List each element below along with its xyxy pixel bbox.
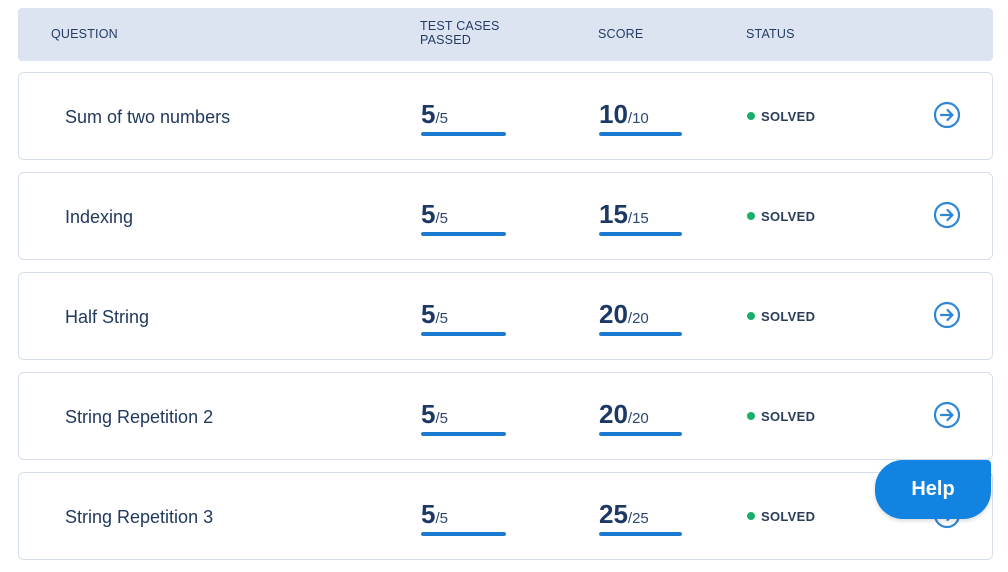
test-cases-metric: 5/5 bbox=[421, 499, 506, 536]
tests-progress-bar bbox=[421, 432, 506, 436]
header-test-cases: TEST CASES PASSED bbox=[420, 19, 500, 47]
tests-passed-value: 5 bbox=[421, 99, 436, 129]
tests-passed-value: 5 bbox=[421, 399, 436, 429]
status-dot-icon bbox=[747, 412, 755, 420]
status-badge: SOLVED bbox=[747, 109, 815, 124]
question-name[interactable]: Indexing bbox=[65, 207, 134, 227]
status-label: SOLVED bbox=[761, 209, 816, 224]
score-metric: 20/20 bbox=[599, 299, 682, 336]
status-badge: SOLVED bbox=[747, 509, 815, 524]
tests-passed-value: 5 bbox=[421, 299, 436, 329]
score-progress-bar bbox=[599, 532, 682, 536]
test-cases-metric: 5/5 bbox=[421, 399, 506, 436]
header-status: STATUS bbox=[746, 27, 795, 41]
status-label: SOLVED bbox=[761, 509, 816, 524]
status-dot-icon bbox=[747, 312, 755, 320]
score-progress-fill bbox=[599, 232, 682, 236]
score-progress-fill bbox=[599, 532, 682, 536]
tests-progress-bar bbox=[421, 232, 506, 236]
question-name[interactable]: String Repetition 3 bbox=[65, 507, 214, 527]
header-question: QUESTION bbox=[51, 27, 118, 41]
header-score: SCORE bbox=[598, 27, 644, 41]
score-value: 10 bbox=[599, 99, 628, 129]
score-metric: 20/20 bbox=[599, 399, 682, 436]
test-cases-metric: 5/5 bbox=[421, 99, 506, 136]
score-metric: 10/10 bbox=[599, 99, 682, 136]
arrow-right-circle-icon[interactable] bbox=[933, 201, 961, 229]
score-progress-bar bbox=[599, 232, 682, 236]
help-button[interactable]: Help bbox=[875, 460, 991, 519]
test-cases-metric: 5/5 bbox=[421, 199, 506, 236]
tests-passed-value: 5 bbox=[421, 499, 436, 529]
score-progress-fill bbox=[599, 132, 682, 136]
question-name[interactable]: String Repetition 2 bbox=[65, 407, 214, 427]
tests-progress-fill bbox=[421, 232, 506, 236]
question-list: Sum of two numbers 5/5 10/10 SOLVED Inde… bbox=[18, 72, 993, 572]
tests-total-value: /5 bbox=[435, 110, 448, 127]
arrow-right-circle-icon[interactable] bbox=[933, 101, 961, 129]
question-row[interactable]: String Repetition 3 5/5 25/25 SOLVED bbox=[18, 472, 993, 560]
tests-total-value: /5 bbox=[435, 510, 448, 527]
tests-total-value: /5 bbox=[435, 310, 448, 327]
score-progress-bar bbox=[599, 132, 682, 136]
score-value: 25 bbox=[599, 499, 628, 529]
arrow-right-circle-icon[interactable] bbox=[933, 301, 961, 329]
status-label: SOLVED bbox=[761, 309, 816, 324]
score-value: 15 bbox=[599, 199, 628, 229]
tests-progress-fill bbox=[421, 432, 506, 436]
test-cases-metric: 5/5 bbox=[421, 299, 506, 336]
status-badge: SOLVED bbox=[747, 209, 815, 224]
question-row[interactable]: Half String 5/5 20/20 SOLVED bbox=[18, 272, 993, 360]
tests-passed-value: 5 bbox=[421, 199, 436, 229]
score-progress-bar bbox=[599, 332, 682, 336]
status-label: SOLVED bbox=[761, 109, 816, 124]
score-total-value: /20 bbox=[627, 310, 649, 327]
status-dot-icon bbox=[747, 512, 755, 520]
tests-progress-bar bbox=[421, 332, 506, 336]
status-badge: SOLVED bbox=[747, 309, 815, 324]
tests-progress-fill bbox=[421, 332, 506, 336]
tests-progress-bar bbox=[421, 532, 506, 536]
header-test-cases-line1: TEST CASES bbox=[420, 19, 500, 33]
tests-total-value: /5 bbox=[435, 210, 448, 227]
tests-progress-fill bbox=[421, 532, 506, 536]
status-label: SOLVED bbox=[761, 409, 816, 424]
tests-progress-fill bbox=[421, 132, 506, 136]
question-name[interactable]: Half String bbox=[65, 307, 150, 327]
score-total-value: /15 bbox=[627, 210, 649, 227]
header-test-cases-line2: PASSED bbox=[420, 33, 471, 47]
tests-total-value: /5 bbox=[435, 410, 448, 427]
arrow-right-circle-icon[interactable] bbox=[933, 401, 961, 429]
score-value: 20 bbox=[599, 299, 628, 329]
question-name[interactable]: Sum of two numbers bbox=[65, 107, 231, 127]
score-total-value: /20 bbox=[627, 410, 649, 427]
status-badge: SOLVED bbox=[747, 409, 815, 424]
score-total-value: /10 bbox=[627, 110, 649, 127]
score-progress-bar bbox=[599, 432, 682, 436]
score-total-value: /25 bbox=[627, 510, 649, 527]
status-dot-icon bbox=[747, 112, 755, 120]
status-dot-icon bbox=[747, 212, 755, 220]
question-row[interactable]: Indexing 5/5 15/15 SOLVED bbox=[18, 172, 993, 260]
score-metric: 15/15 bbox=[599, 199, 682, 236]
table-header: QUESTION TEST CASES PASSED SCORE STATUS bbox=[18, 8, 993, 61]
question-row[interactable]: Sum of two numbers 5/5 10/10 SOLVED bbox=[18, 72, 993, 160]
score-progress-fill bbox=[599, 432, 682, 436]
question-row[interactable]: String Repetition 2 5/5 20/20 SOLVED bbox=[18, 372, 993, 460]
score-progress-fill bbox=[599, 332, 682, 336]
score-value: 20 bbox=[599, 399, 628, 429]
score-metric: 25/25 bbox=[599, 499, 682, 536]
tests-progress-bar bbox=[421, 132, 506, 136]
